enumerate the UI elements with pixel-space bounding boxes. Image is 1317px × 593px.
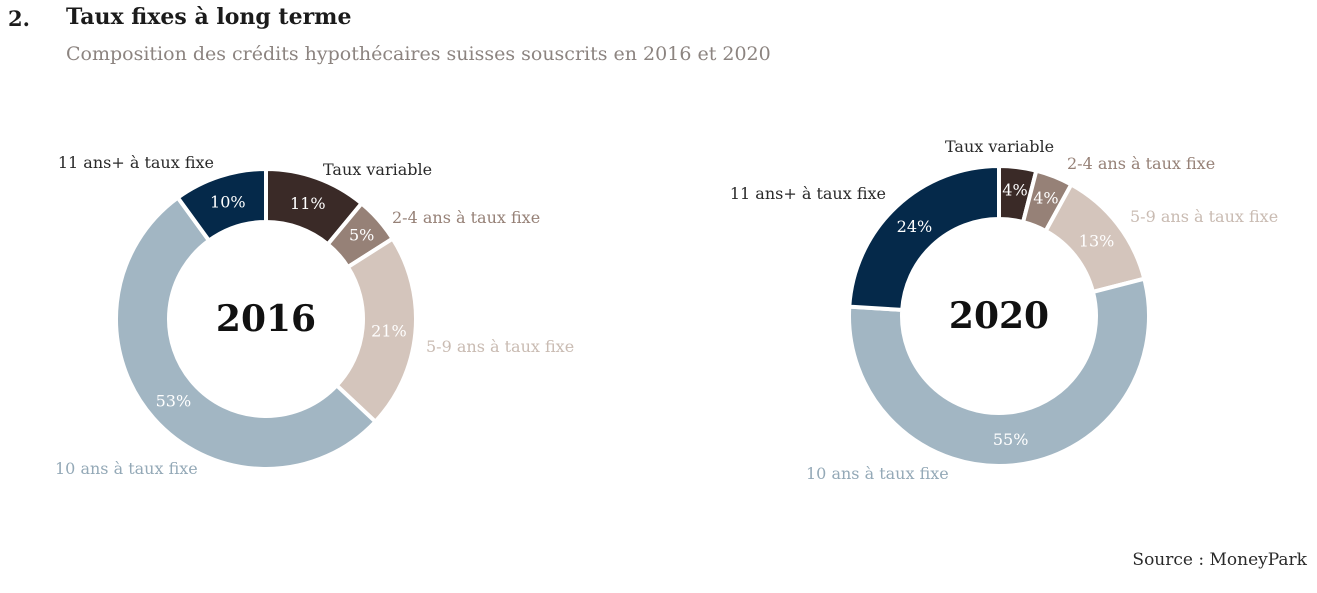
category-label-5-9-ans-a-taux-fixe: 5-9 ans à taux fixe — [1130, 207, 1278, 226]
category-label-11-ansplus-a-taux-fixe: 11 ans+ à taux fixe — [730, 184, 886, 203]
source-note: Source : MoneyPark — [1132, 550, 1307, 570]
chart-subtitle: Composition des crédits hypothécaires su… — [66, 43, 771, 65]
category-label-5-9-ans-a-taux-fixe: 5-9 ans à taux fixe — [426, 337, 574, 356]
center-label-2020: 2020 — [949, 295, 1049, 337]
slice-11-ansplus-a-taux-fixe — [847, 163, 1001, 313]
chart-title: Taux fixes à long terme — [66, 4, 352, 30]
value-label-10-ans-a-taux-fixe: 55% — [993, 430, 1029, 449]
value-label-10-ans-a-taux-fixe: 53% — [156, 392, 192, 411]
value-label-11-ansplus-a-taux-fixe: 10% — [210, 193, 246, 212]
value-label-2-4-ans-a-taux-fixe: 4% — [1033, 188, 1058, 207]
slice-10-ans-a-taux-fixe — [114, 194, 379, 471]
category-label-taux-variable: Taux variable — [323, 160, 432, 179]
category-label-10-ans-a-taux-fixe: 10 ans à taux fixe — [806, 464, 949, 483]
donut-2020: 4% Taux variable 4% 2-4 ans à taux fixe 13% 5… — [730, 137, 1278, 483]
value-label-2-4-ans-a-taux-fixe: 5% — [349, 226, 374, 245]
value-label-taux-variable: 4% — [1002, 181, 1027, 200]
value-label-5-9-ans-a-taux-fixe: 21% — [371, 322, 407, 341]
value-label-11-ansplus-a-taux-fixe: 24% — [897, 217, 933, 236]
donut-2016: 11% Taux variable 5% 2-4 ans à taux fixe 21%… — [55, 153, 574, 478]
category-label-2-4-ans-a-taux-fixe: 2-4 ans à taux fixe — [1067, 154, 1215, 173]
value-label-taux-variable: 11% — [290, 194, 326, 213]
slice-11-ansplus-a-taux-fixe — [175, 166, 268, 244]
category-label-2-4-ans-a-taux-fixe: 2-4 ans à taux fixe — [392, 208, 540, 227]
category-label-10-ans-a-taux-fixe: 10 ans à taux fixe — [55, 459, 198, 478]
category-label-taux-variable: Taux variable — [945, 137, 1054, 156]
category-label-11-ansplus-a-taux-fixe: 11 ans+ à taux fixe — [58, 153, 214, 172]
value-label-5-9-ans-a-taux-fixe: 13% — [1079, 231, 1115, 250]
section-number: 2. — [8, 6, 30, 31]
slice-10-ans-a-taux-fixe — [847, 276, 1151, 468]
center-label-2016: 2016 — [216, 298, 316, 340]
